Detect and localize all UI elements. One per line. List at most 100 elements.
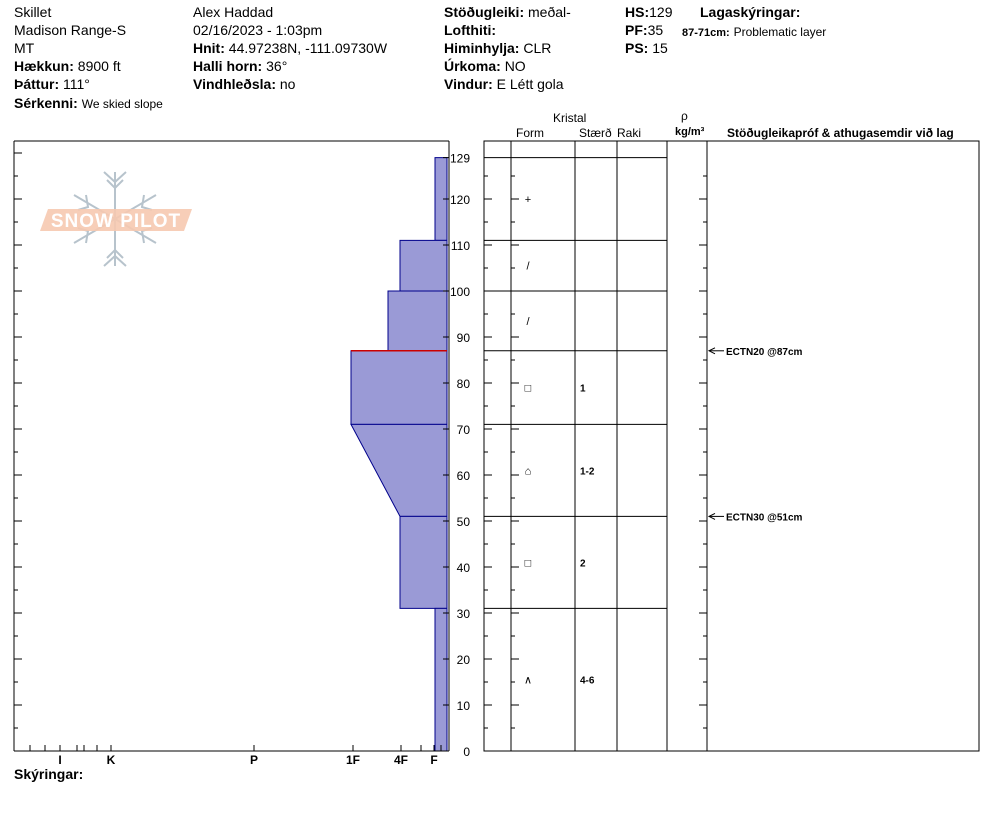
mountain-range: Madison Range-S (14, 22, 127, 38)
sky-value: CLR (523, 40, 552, 56)
air-temp-label: Lofthiti: (444, 22, 497, 38)
ps-label: PS: (625, 40, 649, 56)
hs-value: 129 (649, 4, 673, 20)
wind-row: Vindur: E Létt gola (444, 76, 564, 93)
y-tick-label: 129 (450, 152, 470, 166)
hardness-layer-5 (399, 515, 448, 609)
crystal-form-0: + (525, 194, 531, 206)
hardness-layer-1 (399, 239, 448, 292)
hardness-layer-4 (350, 423, 448, 517)
wind-loading-row: Vindhleðsla: no (193, 76, 295, 93)
ps-row: PS: 15 (625, 40, 668, 57)
wind-label: Vindur: (444, 76, 493, 92)
datetime: 02/16/2023 - 1:03pm (193, 22, 323, 38)
density-unit-header: kg/m³ (675, 126, 705, 138)
y-tick-label: 90 (457, 331, 471, 345)
y-tick-label: 50 (457, 515, 471, 529)
coords-value: 44.97238N, -111.09730W (228, 40, 388, 56)
notes-row: Sérkenni: We skied slope (14, 95, 163, 113)
layer-note-range: 87-71cm: (682, 27, 730, 39)
notes-value: We skied slope (81, 97, 163, 111)
crystal-form-5: □ (525, 557, 532, 569)
tests-header: Stöðugleikapróf & athugasemdir við lag (727, 126, 954, 140)
y-tick-label: 100 (450, 285, 470, 299)
layer-note-text: Problematic layer (733, 25, 827, 39)
y-tick-label: 40 (457, 561, 471, 575)
crystal-size-3: 1 (580, 384, 586, 395)
pf-value: 35 (647, 22, 664, 38)
precip-value: NO (504, 58, 526, 74)
x-tick-label: K (107, 753, 116, 767)
pf-row: PF:35 (625, 22, 663, 39)
crystal-form-2: / (526, 316, 530, 328)
size-header: Stærð (579, 126, 612, 140)
y-tick-label: 80 (457, 377, 471, 391)
crystal-form-1: / (526, 261, 530, 273)
crystal-size-4: 1-2 (580, 466, 595, 477)
comments-label: Skýringar: (14, 766, 84, 782)
rho-header: ρ (681, 109, 688, 123)
slope-row: Halli horn: 36° (193, 58, 287, 75)
crystal-size-5: 2 (580, 558, 586, 569)
ps-value: 15 (652, 40, 668, 56)
crystal-header: Kristal (553, 111, 587, 125)
stability-value: meðal- (528, 4, 571, 20)
coords-row: Hnit: 44.97238N, -111.09730W (193, 40, 387, 57)
stability-test-1: ECTN30 @51cm (726, 512, 803, 523)
crystal-form-3: □ (525, 383, 532, 395)
x-tick-label: I (58, 753, 61, 767)
y-tick-label: 70 (457, 423, 471, 437)
test-arrowhead-0 (707, 347, 716, 355)
stability-test-0: ECTN20 @87cm (726, 347, 803, 358)
aspect-row: Þáttur: 111° (14, 76, 90, 93)
observer: Alex Haddad (193, 4, 274, 20)
test-arrowhead-1 (707, 512, 716, 520)
state: MT (14, 40, 35, 56)
stability-label: Stöðugleiki: (444, 4, 525, 20)
x-tick-label: P (250, 753, 258, 767)
y-tick-label: 120 (450, 193, 470, 207)
y-tick-label: 10 (457, 699, 471, 713)
hs-label: HS: (625, 4, 650, 20)
sky-label: Himinhylja: (444, 40, 520, 56)
y-tick-label: 60 (457, 469, 471, 483)
hardness-layer-2 (387, 290, 448, 352)
wind-loading-label: Vindhleðsla: (193, 76, 276, 92)
location: Skillet (14, 4, 52, 20)
slope-value: 36° (266, 58, 288, 74)
elevation-value: 8900 ft (77, 58, 121, 74)
x-tick-label: 1F (346, 753, 360, 767)
coords-label: Hnit: (193, 40, 225, 56)
precip-label: Úrkoma: (444, 58, 501, 74)
crystal-form-6: ∧ (524, 675, 532, 687)
stability-row: Stöðugleiki: meðal- (444, 4, 571, 21)
hardness-layer-6 (434, 607, 448, 752)
wind-loading-value: no (279, 76, 296, 92)
slope-label: Halli horn: (193, 58, 263, 74)
form-header: Form (516, 126, 544, 140)
air-temp-row: Lofthiti: (444, 22, 496, 39)
crystal-form-4: ⌂ (525, 465, 532, 477)
y-tick-label: 110 (451, 239, 470, 253)
wind-value: E Létt gola (496, 76, 564, 92)
moisture-header: Raki (617, 126, 642, 140)
y-tick-label: 20 (457, 653, 471, 667)
elevation-label: Hækkun: (14, 58, 74, 74)
x-tick-label: F (430, 753, 437, 767)
hs-row: HS:129 (625, 4, 672, 21)
layer-notes-label: Lagaskýringar: (700, 4, 801, 20)
elevation-row: Hækkun: 8900 ft (14, 58, 121, 75)
sky-row: Himinhylja: CLR (444, 40, 551, 57)
aspect-value: 111° (63, 76, 90, 92)
table-frame (483, 140, 980, 752)
layer-note-row: 87-71cm: Problematic layer (682, 23, 826, 42)
notes-label: Sérkenni: (14, 95, 78, 111)
precip-row: Úrkoma: NO (444, 58, 526, 75)
hardness-layer-3 (350, 350, 448, 425)
aspect-label: Þáttur: (14, 76, 60, 92)
pf-label: PF: (625, 22, 648, 38)
crystal-size-6: 4-6 (580, 676, 595, 687)
y-tick-label: 0 (463, 745, 470, 759)
x-tick-label: 4F (394, 753, 408, 767)
